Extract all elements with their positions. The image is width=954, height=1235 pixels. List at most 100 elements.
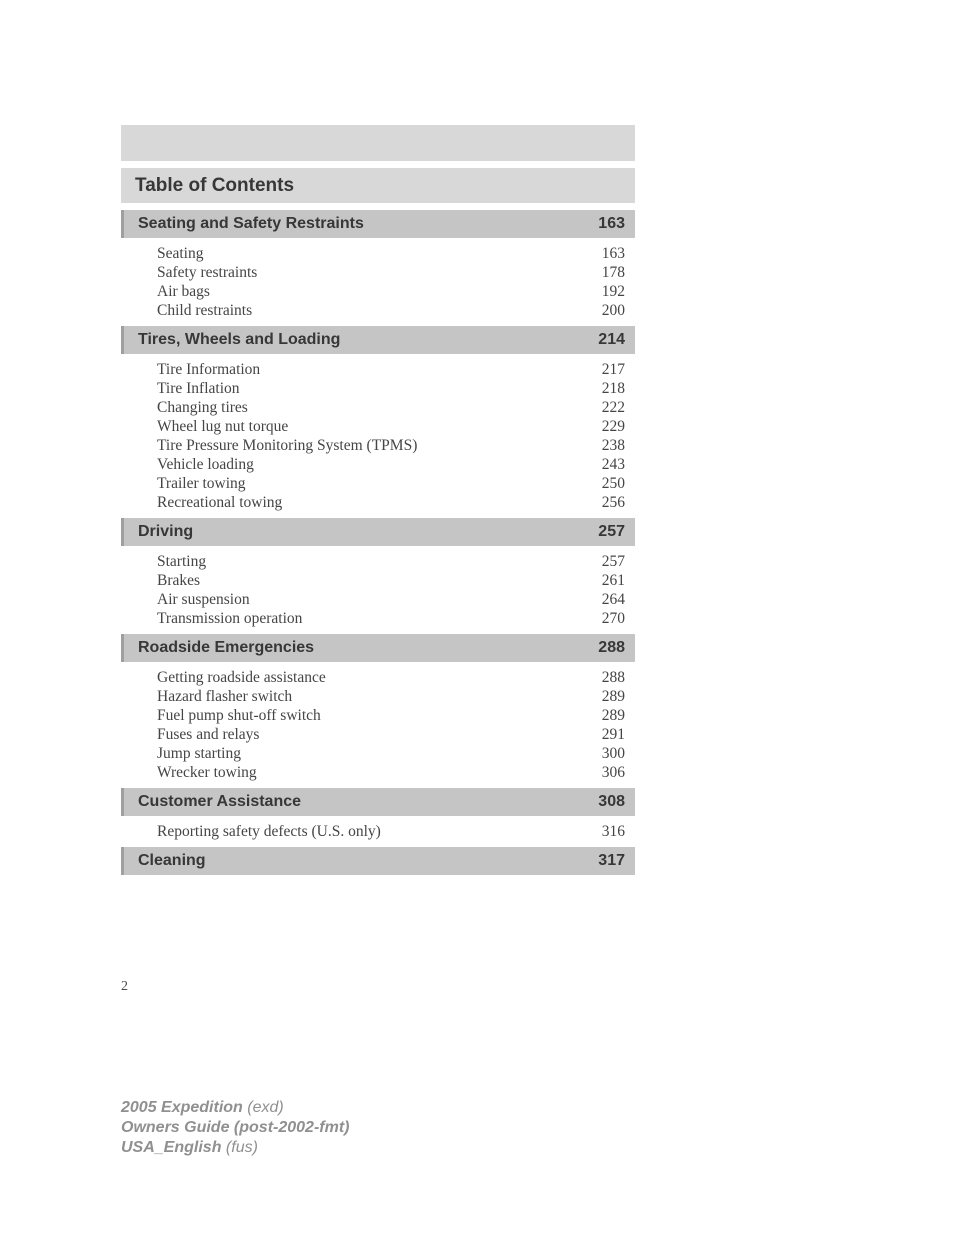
page-number: 2 [121, 979, 128, 995]
section-items: Tire Information 217 Tire Inflation 218 Ch… [121, 354, 635, 518]
item-page: 229 [602, 417, 625, 436]
item-page: 270 [602, 609, 625, 628]
item-page: 217 [602, 360, 625, 379]
item-label: Air bags [157, 282, 210, 301]
toc-item[interactable]: Changing tires 222 [157, 398, 625, 417]
section-page: 317 [598, 852, 625, 870]
section-header-driving[interactable]: Driving 257 [121, 518, 635, 546]
toc-item[interactable]: Wrecker towing 306 [157, 763, 625, 782]
toc-item[interactable]: Recreational towing 256 [157, 493, 625, 512]
item-page: 289 [602, 687, 625, 706]
toc-item[interactable]: Brakes 261 [157, 571, 625, 590]
item-page: 250 [602, 474, 625, 493]
toc-item[interactable]: Hazard flasher switch 289 [157, 687, 625, 706]
item-page: 306 [602, 763, 625, 782]
footer-bold: USA_English [121, 1139, 221, 1156]
item-page: 261 [602, 571, 625, 590]
section-page: 308 [598, 793, 625, 811]
item-label: Starting [157, 552, 206, 571]
toc-item[interactable]: Air suspension 264 [157, 590, 625, 609]
section-label: Driving [138, 523, 193, 541]
toc-body: Seating and Safety Restraints 163 Seatin… [121, 210, 635, 875]
footer-line-3: USA_English (fus) [121, 1138, 349, 1158]
item-page: 178 [602, 263, 625, 282]
item-label: Recreational towing [157, 493, 282, 512]
item-page: 291 [602, 725, 625, 744]
section-items: Getting roadside assistance288 Hazard fl… [121, 662, 635, 788]
page-title: Table of Contents [121, 175, 294, 197]
section-label: Seating and Safety Restraints [138, 215, 364, 233]
footer-line-2: Owners Guide (post-2002-fmt) [121, 1118, 349, 1138]
header-decorative-band [121, 125, 635, 161]
item-label: Child restraints [157, 301, 252, 320]
item-label: Fuses and relays [157, 725, 259, 744]
section-header-customer[interactable]: Customer Assistance 308 [121, 788, 635, 816]
item-label: Changing tires [157, 398, 248, 417]
item-label: Safety restraints [157, 263, 257, 282]
item-page: 238 [602, 436, 625, 455]
section-label: Tires, Wheels and Loading [138, 331, 340, 349]
title-band: Table of Contents [121, 168, 635, 203]
toc-item[interactable]: Vehicle loading243 [157, 455, 625, 474]
item-label: Vehicle loading [157, 455, 254, 474]
item-page: 222 [602, 398, 625, 417]
item-label: Wheel lug nut torque [157, 417, 288, 436]
footer-italic: (exd) [243, 1099, 284, 1116]
toc-item[interactable]: Tire Information 217 [157, 360, 625, 379]
toc-item[interactable]: Child restraints200 [157, 301, 625, 320]
item-page: 289 [602, 706, 625, 725]
item-label: Wrecker towing [157, 763, 257, 782]
item-label: Trailer towing [157, 474, 246, 493]
item-label: Tire Inflation [157, 379, 240, 398]
section-page: 257 [598, 523, 625, 541]
item-label: Hazard flasher switch [157, 687, 292, 706]
toc-item[interactable]: Reporting safety defects (U.S. only) 316 [157, 822, 625, 841]
toc-item[interactable]: Transmission operation 270 [157, 609, 625, 628]
toc-item[interactable]: Trailer towing 250 [157, 474, 625, 493]
page: Table of Contents Seating and Safety Res… [0, 0, 954, 1235]
item-label: Tire Pressure Monitoring System (TPMS) [157, 436, 417, 455]
toc-item[interactable]: Air bags192 [157, 282, 625, 301]
item-page: 256 [602, 493, 625, 512]
section-items: Seating 163 Safety restraints 178 Air bags… [121, 238, 635, 326]
section-label: Roadside Emergencies [138, 639, 314, 657]
section-label: Customer Assistance [138, 793, 301, 811]
section-header-seating[interactable]: Seating and Safety Restraints 163 [121, 210, 635, 238]
item-label: Jump starting [157, 744, 241, 763]
footer-italic: (fus) [221, 1139, 257, 1156]
item-label: Reporting safety defects (U.S. only) [157, 822, 381, 841]
item-page: 163 [602, 244, 625, 263]
item-label: Brakes [157, 571, 200, 590]
item-page: 264 [602, 590, 625, 609]
toc-item[interactable]: Tire Inflation 218 [157, 379, 625, 398]
item-label: Tire Information [157, 360, 260, 379]
section-page: 288 [598, 639, 625, 657]
section-header-tires[interactable]: Tires, Wheels and Loading 214 [121, 326, 635, 354]
item-page: 257 [602, 552, 625, 571]
item-page: 218 [602, 379, 625, 398]
section-items: Starting257 Brakes261 Air suspension264 … [121, 546, 635, 634]
toc-item[interactable]: Getting roadside assistance288 [157, 668, 625, 687]
section-header-cleaning[interactable]: Cleaning 317 [121, 847, 635, 875]
toc-item[interactable]: Seating 163 [157, 244, 625, 263]
footer-bold: 2005 Expedition [121, 1099, 243, 1116]
toc-item[interactable]: Fuel pump shut-off switch289 [157, 706, 625, 725]
footer-bold: Owners Guide (post-2002-fmt) [121, 1119, 349, 1136]
item-label: Seating [157, 244, 204, 263]
item-page: 288 [602, 668, 625, 687]
toc-item[interactable]: Safety restraints 178 [157, 263, 625, 282]
toc-item[interactable]: Wheel lug nut torque 229 [157, 417, 625, 436]
item-page: 300 [602, 744, 625, 763]
section-page: 214 [598, 331, 625, 349]
item-label: Air suspension [157, 590, 250, 609]
section-label: Cleaning [138, 852, 206, 870]
toc-item[interactable]: Jump starting 300 [157, 744, 625, 763]
section-page: 163 [598, 215, 625, 233]
toc-item[interactable]: Fuses and relays 291 [157, 725, 625, 744]
item-page: 316 [602, 822, 625, 841]
toc-item[interactable]: Tire Pressure Monitoring System (TPMS) 23… [157, 436, 625, 455]
toc-item[interactable]: Starting 257 [157, 552, 625, 571]
item-label: Transmission operation [157, 609, 302, 628]
footer-line-1: 2005 Expedition (exd) [121, 1098, 349, 1118]
section-header-roadside[interactable]: Roadside Emergencies 288 [121, 634, 635, 662]
